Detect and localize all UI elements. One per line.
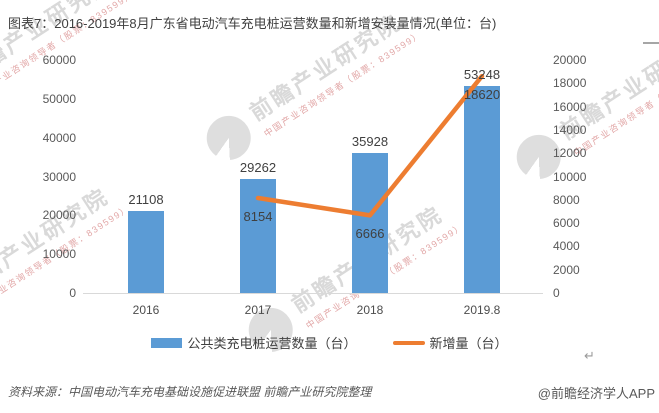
y-axis-right-tick-label: 6000 [553,216,580,231]
y-axis-right-tick-label: 2000 [553,262,580,277]
bar-value-label: 29262 [239,160,277,176]
trend-line-path [255,73,485,218]
y-axis-right-tick-label: 16000 [553,99,587,114]
x-axis-line [83,293,543,294]
y-axis-left-tick-label: 40000 [42,130,76,145]
y-axis-left-tick-label: 60000 [42,53,76,67]
credit: @前瞻经济学人APP [537,386,655,401]
bar-2019.8 [464,86,500,293]
bar-value-label: 35928 [351,134,389,150]
x-axis-tick-label: 2019.8 [463,303,501,317]
line-value-label: 6666 [355,226,385,242]
legend-item-line: 新增量（台） [392,333,508,352]
source-note: 资料来源：中国电动汽车充电基础设施促进联盟 前瞻产业研究院整理 [8,385,372,399]
bar-2016 [128,211,164,293]
corner-line [643,42,659,44]
bar-value-label: 53248 [463,67,501,83]
bar-series-swatch [151,337,183,348]
x-axis-tick-label: 2018 [356,303,384,317]
y-axis-right-tick-label: 10000 [553,169,587,184]
legend: 公共类充电桩运营数量（台） 新增量（台） [0,333,659,352]
y-axis-left-tick-label: 10000 [42,247,76,262]
y-axis-left-tick-label: 50000 [42,91,76,106]
x-axis-tick-label: 2016 [132,303,160,317]
bar-2018 [352,153,388,293]
x-axis-tick-label: 2017 [244,303,272,317]
y-axis-left-tick-label: 0 [69,286,76,300]
y-axis-right-tick-label: 14000 [553,122,587,137]
line-value-label: 18620 [463,87,501,103]
bar-value-label: 21108 [128,192,164,208]
y-axis-left-tick-label: 20000 [42,208,76,223]
y-axis-right-tick-label: 20000 [553,53,587,67]
legend-item-bars: 公共类充电桩运营数量（台） [151,333,357,352]
trend-line [255,73,485,218]
legend-label-bars: 公共类充电桩运营数量（台） [187,336,357,351]
y-axis-right-tick-label: 0 [553,286,560,300]
y-axis-right-tick-label: 4000 [553,239,580,254]
y-axis-right-tick-label: 18000 [553,76,587,91]
line-series-swatch [392,340,425,345]
y-axis-right-tick-label: 8000 [553,192,580,207]
return-arrow-icon: ↵ [584,348,595,363]
y-axis-right-tick-label: 12000 [553,146,587,161]
chart-title: 图表7：2016-2019年8月广东省电动汽车充电桩运营数量和新增安装量情况(单… [8,16,497,31]
y-axis-left-tick-label: 30000 [42,169,76,184]
line-value-label: 8154 [243,209,273,224]
legend-label-line: 新增量（台） [429,336,508,351]
